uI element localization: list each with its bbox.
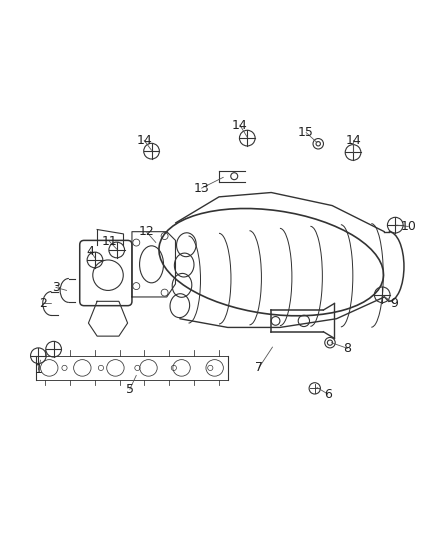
Text: 14: 14 [136, 134, 152, 147]
Text: 12: 12 [138, 225, 154, 238]
Text: 9: 9 [390, 297, 398, 310]
Text: 6: 6 [324, 387, 332, 400]
Text: 14: 14 [345, 134, 361, 147]
Text: 3: 3 [52, 281, 60, 294]
Text: 1: 1 [35, 363, 42, 376]
Text: 4: 4 [87, 245, 95, 258]
Text: 13: 13 [194, 182, 209, 195]
Text: 8: 8 [343, 342, 351, 355]
Text: 2: 2 [39, 297, 47, 310]
Text: 7: 7 [255, 361, 263, 374]
Text: 15: 15 [298, 126, 314, 139]
Text: 5: 5 [126, 383, 134, 395]
Text: 10: 10 [400, 220, 416, 233]
Text: 14: 14 [232, 118, 248, 132]
Text: 11: 11 [102, 235, 117, 248]
